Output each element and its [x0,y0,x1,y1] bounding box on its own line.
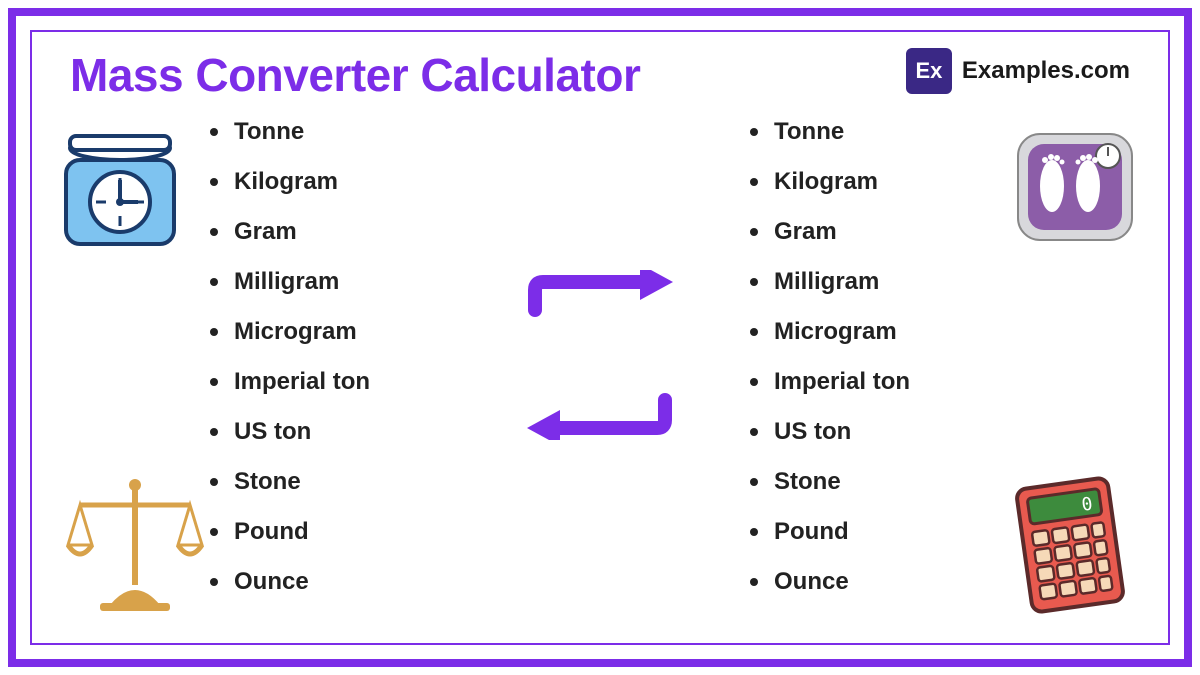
list-item: Kilogram [210,170,370,194]
list-item: Imperial ton [750,370,910,394]
units-list-left: Tonne Kilogram Gram Milligram Microgram … [210,120,370,620]
logo-text: Examples.com [962,57,1130,85]
list-item: Tonne [210,120,370,144]
page-title: Mass Converter Calculator [70,48,640,102]
calculator-icon: 0 [1010,475,1130,620]
list-item: Tonne [750,120,910,144]
list-item: Ounce [210,570,370,594]
list-item: Microgram [750,320,910,344]
list-item: Milligram [750,270,910,294]
list-item: US ton [750,420,910,444]
list-item: Stone [750,470,910,494]
list-item: Gram [210,220,370,244]
kitchen-scale-icon [60,120,180,255]
list-item: Imperial ton [210,370,370,394]
swap-arrows-icon [505,270,695,445]
list-item: Stone [210,470,370,494]
list-item: Gram [750,220,910,244]
balance-scale-icon [60,475,210,620]
list-item: Microgram [210,320,370,344]
bathroom-scale-icon [1010,120,1140,255]
logo-badge: Ex [906,48,952,94]
list-item: Pound [750,520,910,544]
logo: Ex Examples.com [906,48,1130,94]
units-list-right: Tonne Kilogram Gram Milligram Microgram … [750,120,910,620]
list-item: Milligram [210,270,370,294]
list-item: Kilogram [750,170,910,194]
list-item: Ounce [750,570,910,594]
list-item: Pound [210,520,370,544]
list-item: US ton [210,420,370,444]
